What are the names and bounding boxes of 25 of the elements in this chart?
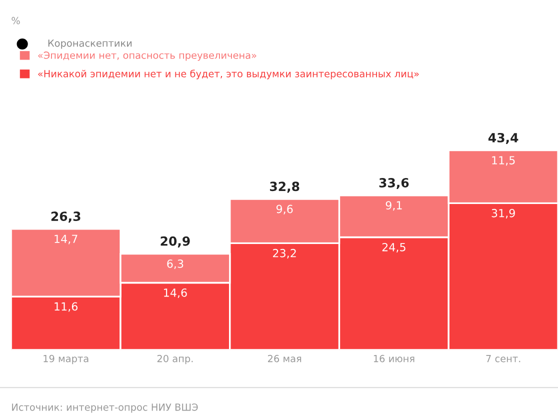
x-tick-label: 26 мая	[268, 354, 302, 362]
x-tick-label: 20 апр.	[157, 354, 193, 364]
data-label: 14,6	[164, 288, 187, 298]
data-label: 23,2	[273, 248, 296, 258]
data-label: 31,9	[492, 208, 515, 218]
data-label: 24,5	[382, 242, 406, 252]
data-label: 9,6	[276, 204, 293, 214]
data-label: 9,1	[386, 201, 402, 211]
text: Источник: интернет-опрос НИУ ВШЭ	[12, 403, 198, 413]
x-tick-label: 19 марта	[44, 354, 88, 364]
chart-subtitle: %	[12, 16, 20, 24]
legend-label: «Эпидемии нет, опасность преувеличена»	[38, 52, 256, 61]
x-tick-label: 7 сент.	[486, 355, 520, 362]
total-label: 26,3	[51, 212, 80, 223]
total-label: 33,6	[379, 178, 409, 190]
x-tick-label: 16 июня	[374, 354, 414, 362]
data-label: 11,6	[54, 302, 78, 312]
legend-title: Коронаскептики	[48, 40, 132, 49]
data-label: 6,3	[167, 259, 184, 270]
total-label: 43,4	[488, 132, 518, 144]
data-label: 11,5	[492, 156, 515, 166]
text: «Никакой эпидемии нет и не будет, это выдумки заинтересованных лиц»	[38, 70, 419, 80]
total-label: 32,8	[270, 182, 300, 193]
total-label: 20,9	[160, 236, 190, 248]
data-label: 14,7	[54, 234, 78, 244]
